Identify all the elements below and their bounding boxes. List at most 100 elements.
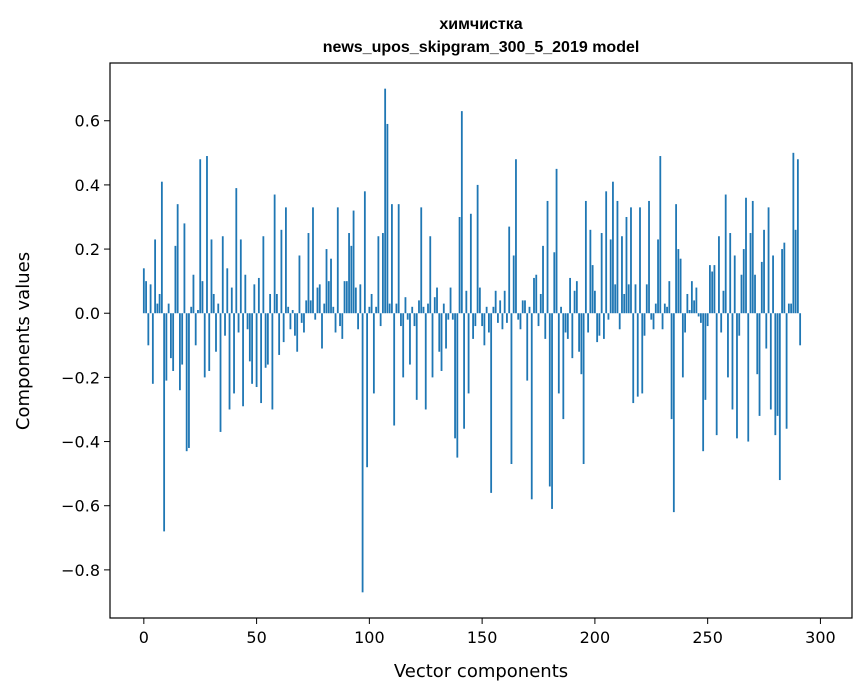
bar-component-187 (564, 313, 567, 333)
bar-component-225 (650, 313, 653, 320)
bar-component-186 (562, 313, 565, 420)
bar-component-54 (264, 313, 267, 368)
bar-component-149 (478, 287, 481, 314)
bar-component-108 (386, 123, 389, 314)
bar-component-141 (460, 111, 463, 314)
bar-component-272 (756, 313, 759, 375)
bar-component-156 (494, 290, 497, 314)
bar-component-110 (391, 204, 393, 314)
bar-component-199 (591, 265, 594, 314)
bar-component-217 (632, 313, 635, 404)
bar-component-17 (181, 313, 184, 365)
bar-component-136 (449, 287, 452, 314)
bar-component-65 (289, 313, 292, 330)
bar-component-260 (729, 233, 732, 314)
x-tick-label: 50 (246, 628, 266, 647)
bar-component-66 (291, 310, 294, 314)
y-axis-ticks: −0.8 −0.6 −0.4 −0.2 0.0 0.2 0.4 0.6 (61, 112, 110, 580)
bar-component-43 (239, 239, 242, 314)
bar-component-8 (160, 181, 163, 314)
bar-component-76 (314, 313, 317, 320)
y-tick-label: −0.2 (61, 368, 100, 387)
bar-component-27 (203, 313, 206, 378)
bar-component-269 (749, 233, 752, 314)
bar-component-6 (156, 303, 159, 314)
bar-component-208 (612, 181, 614, 314)
bar-component-262 (733, 255, 736, 314)
bar-component-252 (711, 271, 714, 314)
bar-component-101 (370, 293, 373, 314)
bar-component-94 (354, 287, 357, 314)
bar-component-59 (275, 293, 278, 314)
bar-component-132 (440, 313, 443, 371)
bar-component-173 (533, 277, 535, 314)
bar-component-207 (609, 239, 612, 314)
bar-component-251 (709, 265, 711, 314)
bar-component-91 (348, 233, 350, 314)
bar-component-144 (467, 313, 470, 394)
bar-component-240 (684, 313, 687, 333)
bar-component-30 (210, 239, 213, 314)
bar-component-190 (571, 313, 574, 359)
bar-component-224 (648, 200, 650, 314)
bar-component-55 (266, 313, 269, 365)
bar-component-179 (546, 200, 549, 314)
bar-component-103 (375, 306, 378, 314)
bar-component-138 (454, 313, 456, 439)
bar-component-139 (456, 313, 459, 458)
bar-component-161 (506, 313, 508, 323)
bar-component-74 (309, 300, 312, 314)
bar-component-61 (280, 229, 283, 314)
bar-component-142 (463, 313, 465, 429)
x-tick-label: 0 (139, 628, 149, 647)
bar-component-215 (627, 284, 630, 314)
bar-component-237 (677, 249, 680, 314)
bar-component-20 (188, 313, 190, 448)
x-tick-label: 300 (805, 628, 836, 647)
bar-component-38 (228, 313, 231, 410)
bar-component-23 (194, 313, 197, 346)
bar-component-193 (578, 313, 581, 352)
bar-component-189 (569, 277, 571, 314)
bar-component-14 (174, 245, 177, 314)
bar-component-86 (336, 207, 339, 314)
bar-component-245 (695, 287, 698, 314)
bar-component-68 (296, 313, 299, 352)
bar-component-13 (172, 313, 175, 371)
bar-component-277 (767, 207, 770, 314)
bar-component-81 (325, 249, 328, 314)
bar-component-191 (573, 290, 576, 314)
bar-component-113 (397, 204, 400, 314)
bar-component-244 (693, 300, 696, 314)
bar-component-263 (736, 313, 738, 439)
bar-component-266 (742, 249, 745, 314)
bar-component-271 (754, 274, 756, 314)
bar-component-100 (368, 306, 371, 314)
bar-component-198 (589, 229, 592, 314)
bar-component-209 (614, 284, 617, 314)
bar-component-121 (415, 313, 418, 400)
bar-component-3 (149, 284, 152, 314)
bar-component-130 (436, 287, 438, 314)
y-axis-label: Components values (13, 252, 34, 430)
bar-component-205 (605, 191, 608, 314)
bar-component-69 (298, 255, 301, 314)
bar-component-226 (652, 313, 655, 330)
bar-component-42 (237, 313, 240, 333)
bar-component-177 (542, 245, 544, 314)
bar-component-150 (481, 313, 484, 327)
bar-component-241 (686, 293, 689, 314)
bar-component-105 (379, 313, 382, 327)
bar-component-286 (787, 303, 790, 314)
bar-component-117 (406, 313, 409, 320)
bar-component-58 (273, 194, 276, 314)
bar-component-95 (357, 313, 359, 330)
y-tick-label: 0.2 (75, 240, 100, 259)
bar-component-98 (363, 191, 366, 314)
bar-component-231 (663, 303, 666, 314)
bar-component-1 (145, 281, 147, 314)
bar-component-152 (485, 306, 488, 314)
bar-component-115 (402, 313, 405, 378)
bar-component-287 (790, 303, 793, 314)
bar-component-120 (413, 313, 416, 327)
